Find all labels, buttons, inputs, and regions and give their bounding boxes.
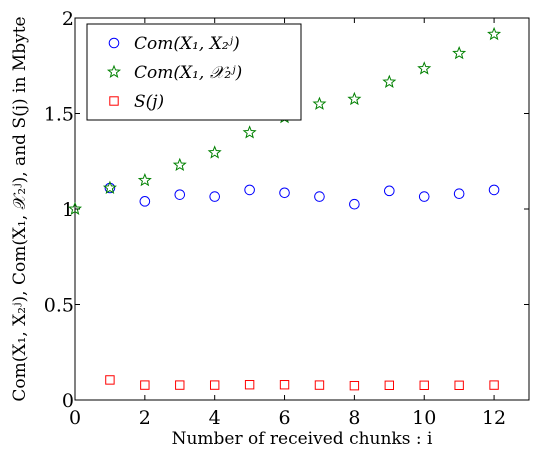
x-tick-label: 8	[348, 407, 360, 429]
data-point-star	[347, 91, 362, 106]
data-point-circle	[349, 198, 360, 210]
legend: Com(X₁, X₂ʲ) Com(X₁, 𝒳₂ʲ) S(j)	[86, 23, 302, 121]
data-point-star	[312, 96, 327, 110]
y-axis-label: Com(X₁, X₂ʲ), Com(X₁, 𝒳₂ʲ), and S(j) in …	[10, 16, 30, 401]
data-point-square	[489, 380, 499, 390]
data-point-square	[419, 380, 429, 390]
data-point-square	[384, 380, 395, 390]
data-point-square	[175, 380, 185, 390]
x-tick-label: 6	[278, 407, 290, 429]
data-point-star	[382, 74, 397, 88]
y-tick-label: 0	[62, 390, 74, 412]
data-marks	[67, 26, 502, 391]
data-point-square	[105, 375, 115, 385]
data-point-circle	[314, 191, 325, 202]
legend-marker-circle	[108, 37, 120, 49]
data-point-square	[244, 380, 255, 390]
data-point-circle	[453, 188, 465, 200]
x-tick-label: 0	[69, 407, 81, 429]
data-point-square	[140, 380, 150, 390]
data-point-star	[67, 201, 83, 215]
y-tick-label: 1	[62, 199, 74, 221]
data-point-star	[487, 26, 502, 41]
data-point-star	[452, 45, 467, 60]
y-tick-label: 2	[62, 8, 74, 30]
data-point-circle	[139, 196, 151, 207]
data-point-star	[417, 61, 432, 75]
data-point-circle	[174, 189, 186, 200]
legend-marker-square	[109, 96, 119, 106]
legend-label: Com(X₁, 𝒳₂ʲ)	[134, 63, 242, 83]
x-tick-label: 2	[139, 407, 151, 429]
series-square	[105, 375, 499, 391]
x-tick-label: 4	[209, 407, 221, 429]
legend-item: S(j)	[109, 92, 164, 112]
data-point-star	[242, 125, 257, 139]
x-axis-label: Number of received chunks : i	[172, 429, 433, 449]
data-point-circle	[209, 191, 220, 202]
data-point-circle	[384, 185, 395, 197]
data-point-circle	[279, 187, 290, 199]
x-tick-label: 10	[412, 407, 436, 429]
y-tick-label: 0.5	[44, 295, 74, 317]
data-point-square	[349, 380, 360, 391]
data-point-circle	[244, 184, 255, 196]
data-point-star	[102, 180, 117, 194]
axis-ticks: 0 2 4 6 8 10 12 0 0.5 1 1.5 2	[44, 8, 529, 429]
x-tick-label: 12	[482, 407, 506, 429]
data-point-star	[207, 145, 222, 159]
legend-label: Com(X₁, X₂ʲ)	[134, 34, 240, 54]
data-point-square	[279, 380, 290, 390]
data-point-square	[454, 380, 464, 390]
series-circle	[104, 182, 500, 210]
data-point-star	[137, 172, 152, 187]
legend-item: Com(X₁, 𝒳₂ʲ)	[106, 63, 242, 83]
data-point-circle	[488, 184, 500, 196]
legend-box	[86, 23, 302, 121]
legend-item: Com(X₁, X₂ʲ)	[108, 34, 240, 54]
data-point-circle	[418, 191, 430, 202]
legend-marker-star	[106, 64, 122, 78]
data-point-star	[172, 157, 187, 172]
data-point-square	[314, 380, 325, 390]
data-point-square	[209, 380, 220, 390]
legend-label: S(j)	[134, 92, 164, 112]
y-tick-label: 1.5	[44, 104, 74, 126]
